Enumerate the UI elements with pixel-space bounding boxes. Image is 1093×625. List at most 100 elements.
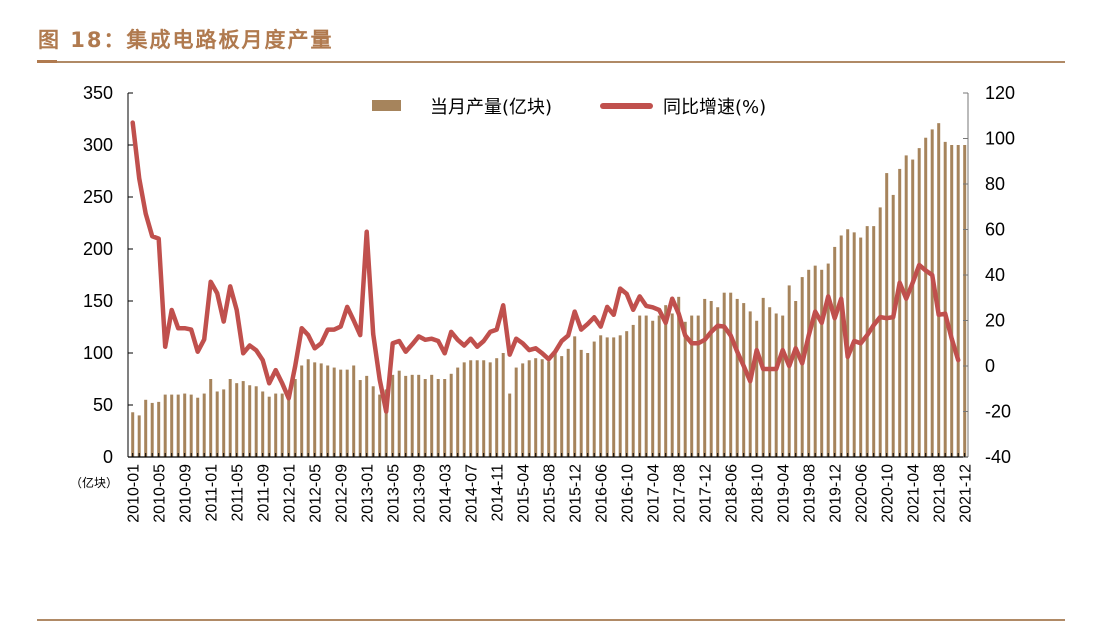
bar: [521, 363, 525, 457]
bar: [904, 155, 908, 457]
right-tick-label: 60: [985, 220, 1005, 240]
x-tick-label: 2010-01: [126, 464, 143, 523]
bar: [839, 235, 843, 457]
bar: [722, 292, 726, 457]
bar: [449, 373, 453, 457]
x-tick-label: 2021-04: [906, 464, 923, 523]
bar: [625, 331, 629, 457]
bar: [703, 298, 707, 457]
bar: [690, 315, 694, 457]
bar: [885, 173, 889, 457]
bar: [183, 393, 187, 457]
bar: [248, 385, 252, 457]
bar: [345, 369, 349, 457]
bar: [735, 298, 739, 457]
left-tick-label: 200: [83, 239, 113, 259]
bar: [534, 358, 538, 457]
bar: [287, 392, 291, 457]
x-tick-label: 2021-12: [958, 464, 975, 523]
left-tick-label: 300: [83, 135, 113, 155]
bar: [599, 335, 603, 457]
bar: [365, 375, 369, 457]
footer-divider: [37, 619, 1065, 621]
bar: [313, 362, 317, 457]
bar: [222, 389, 226, 457]
bar: [358, 380, 362, 457]
bar: [157, 401, 161, 457]
x-tick-label: 2016-06: [594, 464, 611, 523]
bar: [833, 246, 837, 457]
x-tick-label: 2013-01: [360, 464, 377, 523]
bar: [859, 237, 863, 457]
bar: [956, 145, 960, 457]
x-tick-label: 2015-04: [516, 464, 533, 523]
bar: [787, 285, 791, 457]
bar-series: [131, 123, 967, 458]
title-divider-accent: [37, 60, 57, 63]
bar: [930, 129, 934, 457]
bar: [768, 307, 772, 457]
bar: [865, 226, 869, 457]
bar: [508, 393, 512, 457]
bar: [748, 311, 752, 457]
bar: [664, 305, 668, 457]
bar: [872, 226, 876, 457]
bar: [547, 361, 551, 457]
bar: [911, 159, 915, 457]
x-tick-label: 2011-09: [256, 464, 273, 522]
x-tick-label: 2020-06: [854, 464, 871, 523]
left-tick-label: 0: [103, 447, 113, 467]
bar: [742, 303, 746, 457]
x-tick-label: 2013-05: [386, 464, 403, 523]
right-tick-label: 0: [985, 356, 995, 376]
bar: [430, 374, 434, 457]
bar: [878, 207, 882, 457]
bar: [540, 359, 544, 457]
bar: [319, 363, 323, 457]
x-tick-label: 2014-11: [490, 464, 507, 522]
bar: [131, 412, 135, 457]
bar: [813, 265, 817, 457]
bar: [560, 356, 564, 457]
bar: [176, 394, 180, 457]
bar: [436, 379, 440, 457]
bar: [891, 194, 895, 458]
bar: [781, 315, 785, 457]
bar: [189, 394, 193, 457]
bar: [898, 168, 902, 458]
left-tick-label: 250: [83, 187, 113, 207]
bar: [209, 379, 213, 457]
bar: [573, 336, 577, 457]
line-series: [130, 120, 961, 414]
bar: [501, 353, 505, 457]
bar: [527, 360, 531, 457]
bar: [163, 394, 167, 457]
bar: [605, 337, 609, 457]
bar: [586, 353, 590, 457]
x-tick-label: 2017-08: [672, 464, 689, 523]
legend-bar-swatch: [372, 100, 401, 111]
bar: [917, 148, 921, 457]
bar: [170, 394, 174, 457]
bar: [293, 379, 297, 457]
right-tick-label: -20: [985, 402, 1011, 422]
left-tick-label: 100: [83, 343, 113, 363]
bar: [306, 359, 310, 457]
bar: [371, 386, 375, 457]
x-tick-label: 2018-10: [750, 464, 767, 523]
bar: [612, 337, 616, 457]
bar: [339, 369, 343, 457]
x-tick-label: 2010-05: [152, 464, 169, 523]
bar: [332, 367, 336, 457]
x-tick-label: 2017-04: [646, 464, 663, 523]
bar: [709, 301, 713, 457]
bar: [657, 315, 661, 457]
bar: [391, 374, 395, 457]
bar: [235, 383, 239, 457]
x-tick-label: 2016-10: [620, 464, 637, 523]
bar: [397, 370, 401, 457]
bar: [410, 374, 414, 457]
x-tick-label: 2011-05: [230, 464, 247, 522]
bar: [800, 277, 804, 457]
bar: [150, 402, 154, 457]
